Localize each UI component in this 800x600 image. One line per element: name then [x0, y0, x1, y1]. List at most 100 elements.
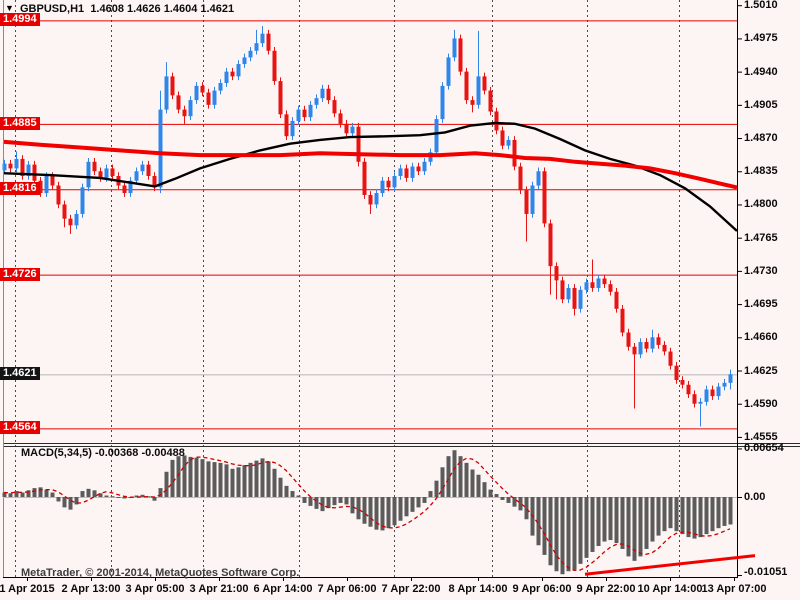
bull-candle-body	[14, 158, 19, 169]
macd-bar	[698, 497, 703, 538]
macd-indicator-values: -0.00368 -0.00488	[94, 447, 185, 459]
bear-candle-body	[386, 180, 391, 188]
bear-candle-body	[68, 218, 73, 226]
macd-bar	[590, 497, 595, 552]
macd-bar	[416, 497, 421, 508]
price-level-badge: 1.4564	[0, 421, 40, 434]
macd-bar	[656, 497, 661, 536]
macd-bar	[302, 497, 307, 503]
macd-bar	[290, 491, 295, 497]
bear-candle-body	[20, 158, 25, 177]
chart-ohlc-values: 1.4608 1.4626 1.4604 1.4621	[90, 3, 235, 15]
bear-candle-body	[8, 163, 13, 169]
macd-bar	[572, 497, 577, 570]
bull-candle-body	[254, 43, 259, 51]
symbol-dropdown-icon[interactable]: ▼	[5, 3, 14, 13]
macd-bar	[674, 497, 679, 532]
bull-candle-body	[194, 85, 199, 101]
bull-candle-body	[638, 342, 643, 355]
bear-candle-body	[98, 171, 103, 178]
bull-candle-body	[74, 213, 79, 226]
macd-bar	[206, 461, 211, 497]
bull-candle-body	[188, 100, 193, 117]
bear-candle-body	[632, 346, 637, 355]
bear-candle-body	[62, 204, 67, 219]
bull-candle-body	[224, 71, 229, 84]
macd-bar	[176, 456, 181, 497]
bear-candle-body	[146, 164, 151, 177]
macd-bar	[248, 462, 253, 497]
bull-candle-body	[716, 386, 721, 397]
time-tick-label: 8 Apr 14:00	[448, 583, 508, 595]
bull-candle-body	[452, 38, 457, 58]
macd-bar	[668, 497, 673, 529]
bear-candle-body	[302, 109, 307, 118]
bear-candle-body	[170, 76, 175, 96]
macd-bar	[386, 497, 391, 529]
macd-bar	[434, 480, 439, 497]
macd-bar	[260, 458, 265, 497]
bull-candle-body	[308, 104, 313, 118]
time-tick-label: 10 Apr 14:00	[637, 583, 703, 595]
macd-bar	[710, 497, 715, 532]
bull-candle-body	[290, 120, 295, 137]
bull-candle-body	[80, 187, 85, 214]
macd-bar	[536, 497, 541, 546]
price-tick-label: 1.4835	[744, 165, 778, 177]
bear-candle-body	[230, 71, 235, 77]
macd-bar	[542, 497, 547, 555]
macd-bar	[626, 497, 631, 557]
macd-bar	[632, 497, 637, 561]
macd-bar	[512, 497, 517, 507]
bear-candle-body	[680, 379, 685, 385]
macd-bar	[50, 492, 55, 497]
bull-candle-body	[530, 185, 535, 214]
macd-bar	[242, 465, 247, 497]
bear-candle-body	[272, 50, 277, 82]
bear-candle-body	[656, 337, 661, 345]
macd-bar	[254, 460, 259, 497]
macd-bar	[446, 456, 451, 497]
macd-bar	[182, 455, 187, 497]
bear-candle-body	[626, 332, 631, 347]
bear-candle-body	[176, 95, 181, 110]
bear-candle-body	[368, 194, 373, 205]
bull-candle-body	[26, 164, 31, 177]
macd-bar	[476, 474, 481, 497]
macd-bar	[26, 490, 31, 497]
bull-candle-body	[704, 389, 709, 402]
bear-candle-body	[674, 365, 679, 380]
bull-candle-body	[134, 171, 139, 181]
bull-candle-body	[2, 163, 7, 171]
bull-candle-body	[410, 166, 415, 178]
bull-candle-body	[446, 57, 451, 86]
price-tick-label: 1.4870	[744, 132, 778, 144]
price-tick-label: 1.4905	[744, 99, 778, 111]
macd-bar	[98, 493, 103, 497]
macd-bar	[584, 497, 589, 558]
macd-bar	[320, 497, 325, 512]
macd-bar	[38, 487, 43, 497]
bear-candle-body	[614, 291, 619, 309]
macd-bar	[224, 464, 229, 497]
bull-candle-body	[584, 282, 589, 290]
price-tick-label: 1.4975	[744, 32, 778, 44]
bear-candle-body	[500, 130, 505, 146]
macd-bar	[170, 459, 175, 497]
bear-candle-body	[356, 126, 361, 162]
bull-candle-body	[236, 64, 241, 77]
macd-tick-label: 0.00654	[744, 442, 784, 454]
time-tick-label: 13 Apr 07:00	[701, 583, 767, 595]
price-tick-label: 1.5010	[744, 0, 778, 11]
chart-symbol-period: GBPUSD,H1	[20, 3, 85, 15]
macd-bar	[20, 492, 25, 497]
bear-candle-body	[686, 384, 691, 395]
bull-candle-body	[374, 193, 379, 205]
macd-bar	[266, 461, 271, 497]
bear-candle-body	[416, 166, 421, 172]
bull-candle-body	[392, 176, 397, 188]
macd-bar	[506, 497, 511, 503]
macd-bar	[62, 497, 67, 508]
